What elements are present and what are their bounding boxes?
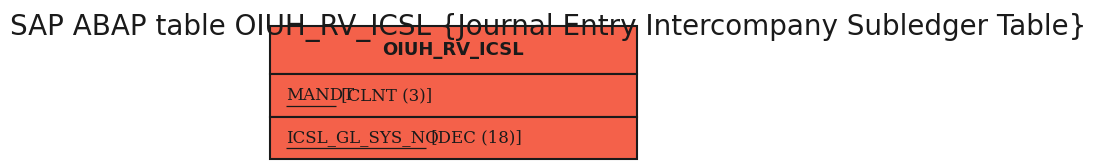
Text: [DEC (18)]: [DEC (18)] bbox=[427, 129, 522, 146]
Text: SAP ABAP table OIUH_RV_ICSL {Journal Entry Intercompany Subledger Table}: SAP ABAP table OIUH_RV_ICSL {Journal Ent… bbox=[10, 13, 1087, 42]
Text: ICSL_GL_SYS_NO: ICSL_GL_SYS_NO bbox=[286, 129, 439, 146]
FancyBboxPatch shape bbox=[270, 26, 637, 74]
FancyBboxPatch shape bbox=[270, 116, 637, 159]
FancyBboxPatch shape bbox=[270, 74, 637, 116]
Text: MANDT: MANDT bbox=[286, 87, 354, 104]
Text: [CLNT (3)]: [CLNT (3)] bbox=[336, 87, 432, 104]
Text: OIUH_RV_ICSL: OIUH_RV_ICSL bbox=[382, 41, 524, 59]
